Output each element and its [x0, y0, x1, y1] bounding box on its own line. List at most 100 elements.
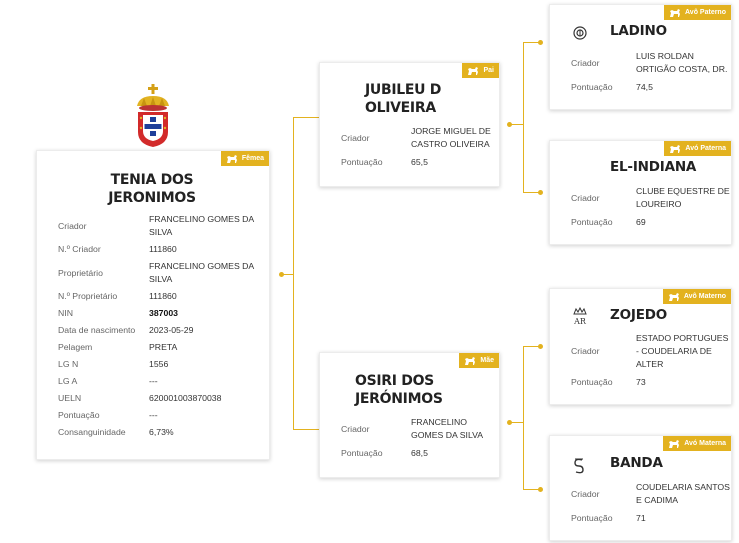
breeder-value: LUIS ROLDAN ORTIGÃO COSTA, DR. [636, 51, 728, 74]
breeder-value: FRANCELINO GOMES DA SILVA [411, 417, 484, 440]
field-label: N.º Proprietário [58, 291, 118, 301]
breeder-label: Criador [571, 57, 600, 68]
father-badge: Pai [462, 63, 499, 78]
connector-dot [538, 190, 543, 195]
svg-text:AR: AR [573, 317, 587, 326]
connector-line [523, 489, 541, 490]
grandparent-name: ZOJEDO [610, 307, 667, 323]
connector-line [509, 124, 523, 125]
field-value: FRANCELINO GOMES DA SILVA [149, 261, 254, 284]
score-label: Pontuação [571, 377, 613, 387]
score-label: Pontuação [571, 82, 613, 92]
field-label: Criador [58, 220, 87, 231]
field-value: --- [149, 376, 158, 386]
horse-icon [668, 292, 679, 301]
grandparent-details: Criador LUIS ROLDAN ORTIGÃO COSTA, DR. P… [571, 50, 731, 94]
mother-details: Criador FRANCELINO GOMES DA SILVA Pontua… [341, 416, 501, 460]
grandparent-card-paternal-granddam: Avó Paterna EL-INDIANA Criador CLUBE EQU… [549, 140, 732, 245]
connector-line [523, 346, 541, 347]
grandparent-card-paternal-grandsire: Avô Paterno LADINO Criador LUIS ROLDAN O… [549, 4, 732, 110]
horse-icon [670, 144, 681, 153]
connector-line [293, 429, 319, 430]
field-value: FRANCELINO GOMES DA SILVA [149, 214, 254, 237]
field-value: 111860 [149, 244, 177, 254]
coat-of-arms-icon [137, 84, 169, 147]
field-label: LG N [58, 359, 79, 369]
grandparent-details: Criador CLUBE EQUESTRE DE LOUREIRO Pontu… [571, 185, 731, 229]
father-name: JUBILEU D OLIVEIRA [365, 82, 442, 116]
score-value: 73 [636, 377, 646, 387]
field-label: NIN [58, 308, 73, 318]
field-label: N.º Criador [58, 244, 101, 254]
field-value: 1556 [149, 359, 169, 369]
grandparent-card-maternal-grandsire: Avô Materno AR ZOJEDO Criador ESTADO POR… [549, 288, 732, 405]
connector-line [509, 422, 523, 423]
grandparent-name: EL-INDIANA [610, 159, 697, 175]
connector-line [293, 117, 319, 118]
breeder-label: Criador [571, 192, 600, 203]
breeder-value: JORGE MIGUEL DE CASTRO OLIVEIRA [411, 126, 491, 149]
grandparent-badge: Avó Paterna [664, 141, 731, 156]
breeder-value: COUDELARIA SANTOS E CADIMA [636, 482, 730, 505]
main-horse-card: Fêmea TENIA DOS JERONIMOS Criador FRANCEL… [36, 150, 270, 460]
connector-line [281, 274, 293, 275]
field-label: LG A [58, 376, 78, 386]
connector-line [293, 117, 294, 429]
breeder-label: Criador [341, 423, 370, 434]
grandparent-card-maternal-granddam: Avó Materna BANDA Criador COUDELARIA SAN… [549, 435, 732, 541]
horse-icon [669, 439, 680, 448]
grandparent-name: BANDA [610, 455, 663, 471]
father-card: Pai JUBILEU D OLIVEIRA Criador JORGE MIG… [319, 62, 500, 187]
horse-icon [468, 66, 479, 75]
grandparent-details: Criador ESTADO PORTUGUES - COUDELARIA DE… [571, 332, 731, 389]
breeder-label: Criador [571, 346, 600, 356]
field-value: 387003 [149, 308, 178, 318]
horse-name: TENIA DOS JERONIMOS [108, 172, 196, 206]
field-label: Proprietário [58, 267, 103, 278]
mother-name: OSIRI DOS JERÓNIMOS [355, 373, 443, 407]
grandparent-name: LADINO [610, 23, 667, 39]
field-value: PRETA [149, 342, 178, 352]
score-label: Pontuação [341, 448, 383, 458]
brand-s-icon [574, 458, 584, 474]
grandparent-badge: Avô Paterno [664, 5, 731, 20]
field-value: 111860 [149, 291, 177, 301]
father-details: Criador JORGE MIGUEL DE CASTRO OLIVEIRA … [341, 125, 501, 169]
grandparent-details: Criador COUDELARIA SANTOS E CADIMA Pontu… [571, 481, 731, 525]
field-value: 6,73% [149, 427, 174, 437]
connector-dot [538, 487, 543, 492]
score-value: 69 [636, 217, 646, 227]
horse-icon [670, 8, 681, 17]
breeder-value: ESTADO PORTUGUES - COUDELARIA DE ALTER [636, 333, 729, 369]
score-label: Pontuação [571, 217, 613, 227]
field-label: Consanguinidade [58, 427, 126, 437]
horse-details: Criador FRANCELINO GOMES DA SILVA N.º Cria… [58, 213, 263, 439]
breeder-label: Criador [341, 132, 370, 143]
connector-line [523, 346, 524, 490]
field-value: --- [149, 410, 158, 420]
connector-line [523, 42, 541, 43]
field-label: Data de nascimento [58, 325, 136, 335]
connector-line [523, 42, 524, 193]
connector-line [523, 192, 541, 193]
score-value: 74,5 [636, 82, 653, 92]
grandparent-badge: Avó Materna [663, 436, 731, 451]
field-value: 2023-05-29 [149, 325, 194, 335]
horse-icon [226, 154, 237, 163]
field-label: Pontuação [58, 410, 100, 420]
mother-card: Mãe OSIRI DOS JERÓNIMOS Criador FRANCELI… [319, 352, 500, 478]
score-value: 71 [636, 513, 646, 523]
breeder-label: Criador [571, 488, 600, 499]
sex-badge: Fêmea [220, 151, 269, 166]
score-value: 68,5 [411, 448, 428, 458]
connector-dot [538, 40, 543, 45]
score-label: Pontuação [341, 157, 383, 167]
horse-icon [465, 356, 476, 365]
connector-dot [538, 344, 543, 349]
score-value: 65,5 [411, 157, 428, 167]
score-label: Pontuação [571, 513, 613, 523]
circle-emblem-icon [573, 26, 587, 40]
mother-badge: Mãe [459, 353, 499, 368]
grandparent-badge: Avô Materno [662, 289, 731, 304]
field-label: Pelagem [58, 342, 93, 352]
